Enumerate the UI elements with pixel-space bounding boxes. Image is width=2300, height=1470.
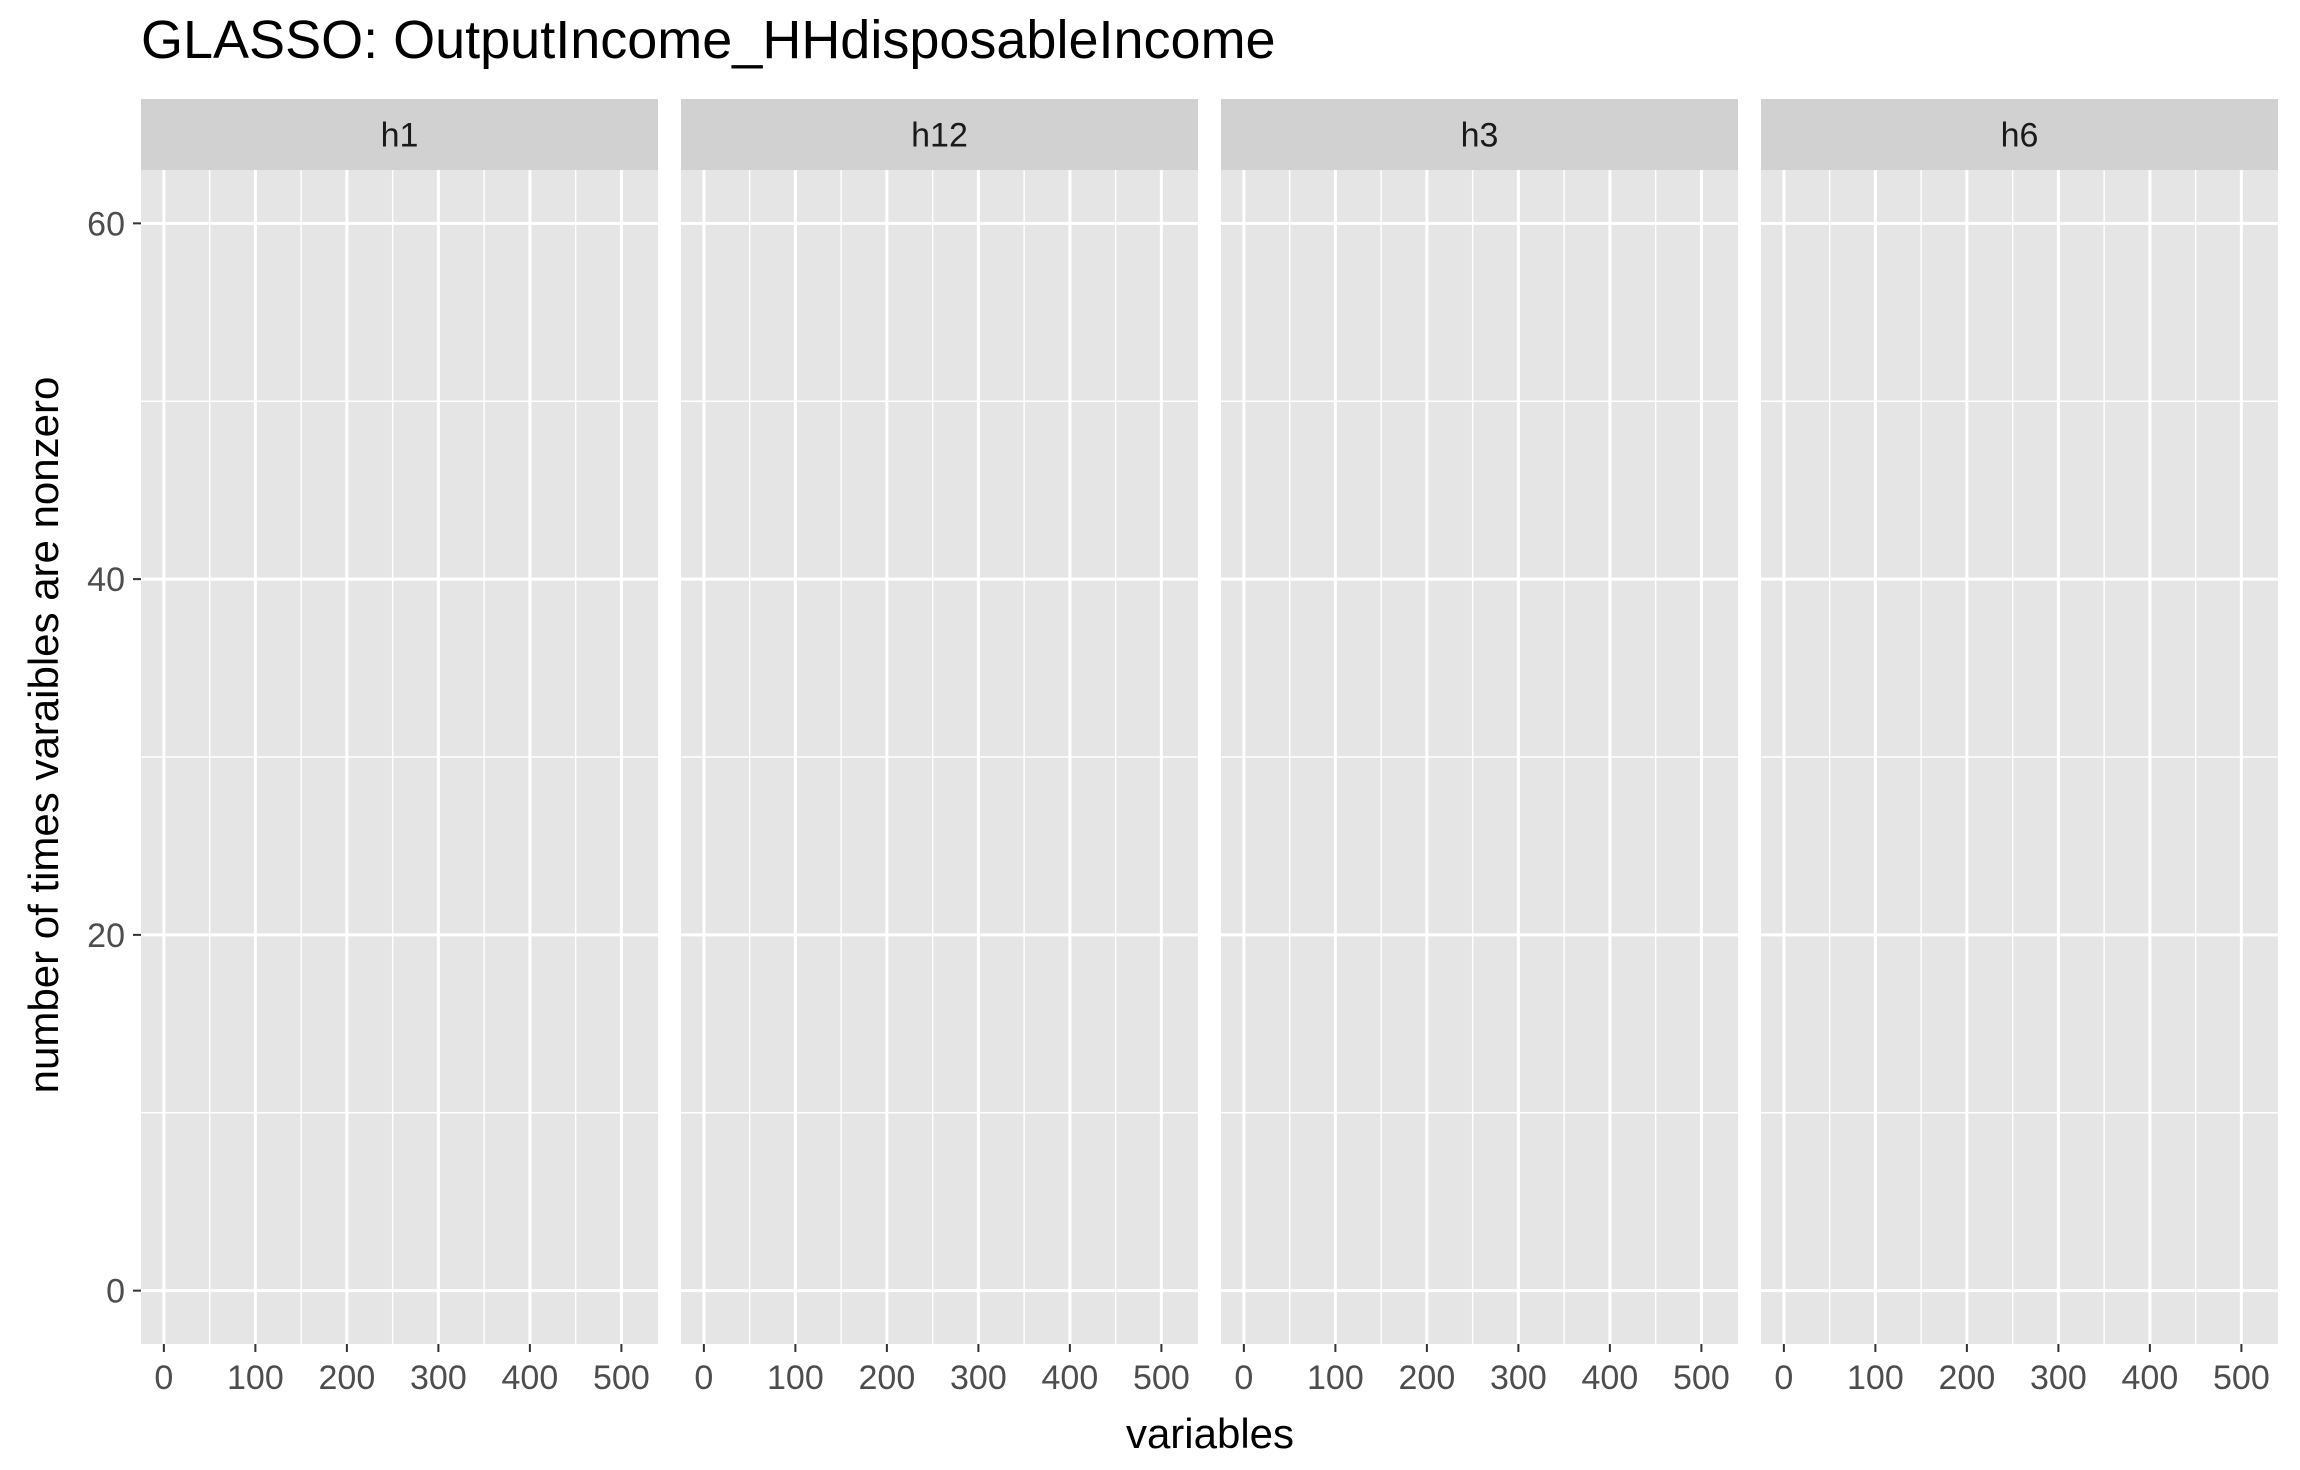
x-tick-label: 500 [1673, 1359, 1730, 1397]
facet-strip-label: h1 [381, 117, 419, 155]
y-tick-label: 60 [87, 205, 125, 243]
facet-panel-h1: h1 0 100 200 300 400 500 [141, 99, 658, 1397]
x-tick-label: 500 [1133, 1359, 1190, 1397]
x-tick-label: 100 [227, 1359, 284, 1397]
x-tick-label: 0 [694, 1359, 713, 1397]
y-tick-label: 0 [106, 1273, 125, 1311]
y-tick-label: 40 [87, 561, 125, 599]
x-tick-label: 300 [950, 1359, 1007, 1397]
x-tick-label: 400 [1582, 1359, 1639, 1397]
x-tick-label: 0 [1774, 1359, 1793, 1397]
x-tick-label: 200 [1399, 1359, 1456, 1397]
facet-strip [681, 99, 1198, 170]
x-tick-label: 500 [2213, 1359, 2270, 1397]
facet-strip [1761, 99, 2278, 170]
x-tick-label: 0 [154, 1359, 173, 1397]
x-tick-label: 400 [1042, 1359, 1099, 1397]
y-axis: 0 20 40 60 [87, 205, 141, 1311]
facet-panel-h12: h12 0 100 200 300 400 500 [681, 99, 1198, 1397]
facet-strip-label: h12 [911, 117, 968, 155]
facet-panel-h3: h3 0 100 200 300 400 500 [1221, 99, 1738, 1397]
x-tick-label: 300 [410, 1359, 467, 1397]
y-tick-label: 20 [87, 917, 125, 955]
x-tick-label: 200 [859, 1359, 916, 1397]
x-tick-label: 400 [2122, 1359, 2179, 1397]
x-tick-label: 400 [502, 1359, 559, 1397]
x-tick-label: 100 [767, 1359, 824, 1397]
x-tick-label: 100 [1847, 1359, 1904, 1397]
chart-title: GLASSO: OutputIncome_HHdisposableIncome [141, 10, 1276, 70]
facet-strip [141, 99, 658, 170]
x-tick-label: 0 [1234, 1359, 1253, 1397]
y-axis-title: number of times varaibles are nonzero [20, 377, 67, 1094]
facet-panel-h6: h6 0 100 200 300 400 500 [1761, 99, 2278, 1397]
x-tick-label: 300 [1490, 1359, 1547, 1397]
facet-strip [1221, 99, 1738, 170]
x-tick-label: 200 [319, 1359, 376, 1397]
x-tick-label: 200 [1939, 1359, 1996, 1397]
facet-panels: h1 0 100 200 300 400 500 h12 0 100 200 300 400 500 h3 0… [141, 99, 2278, 1397]
x-tick-label: 100 [1307, 1359, 1364, 1397]
facet-strip-label: h3 [1461, 117, 1499, 155]
facet-strip-label: h6 [2001, 117, 2039, 155]
x-tick-label: 300 [2030, 1359, 2087, 1397]
x-axis-title: variables [1126, 1410, 1294, 1457]
x-tick-label: 500 [593, 1359, 650, 1397]
